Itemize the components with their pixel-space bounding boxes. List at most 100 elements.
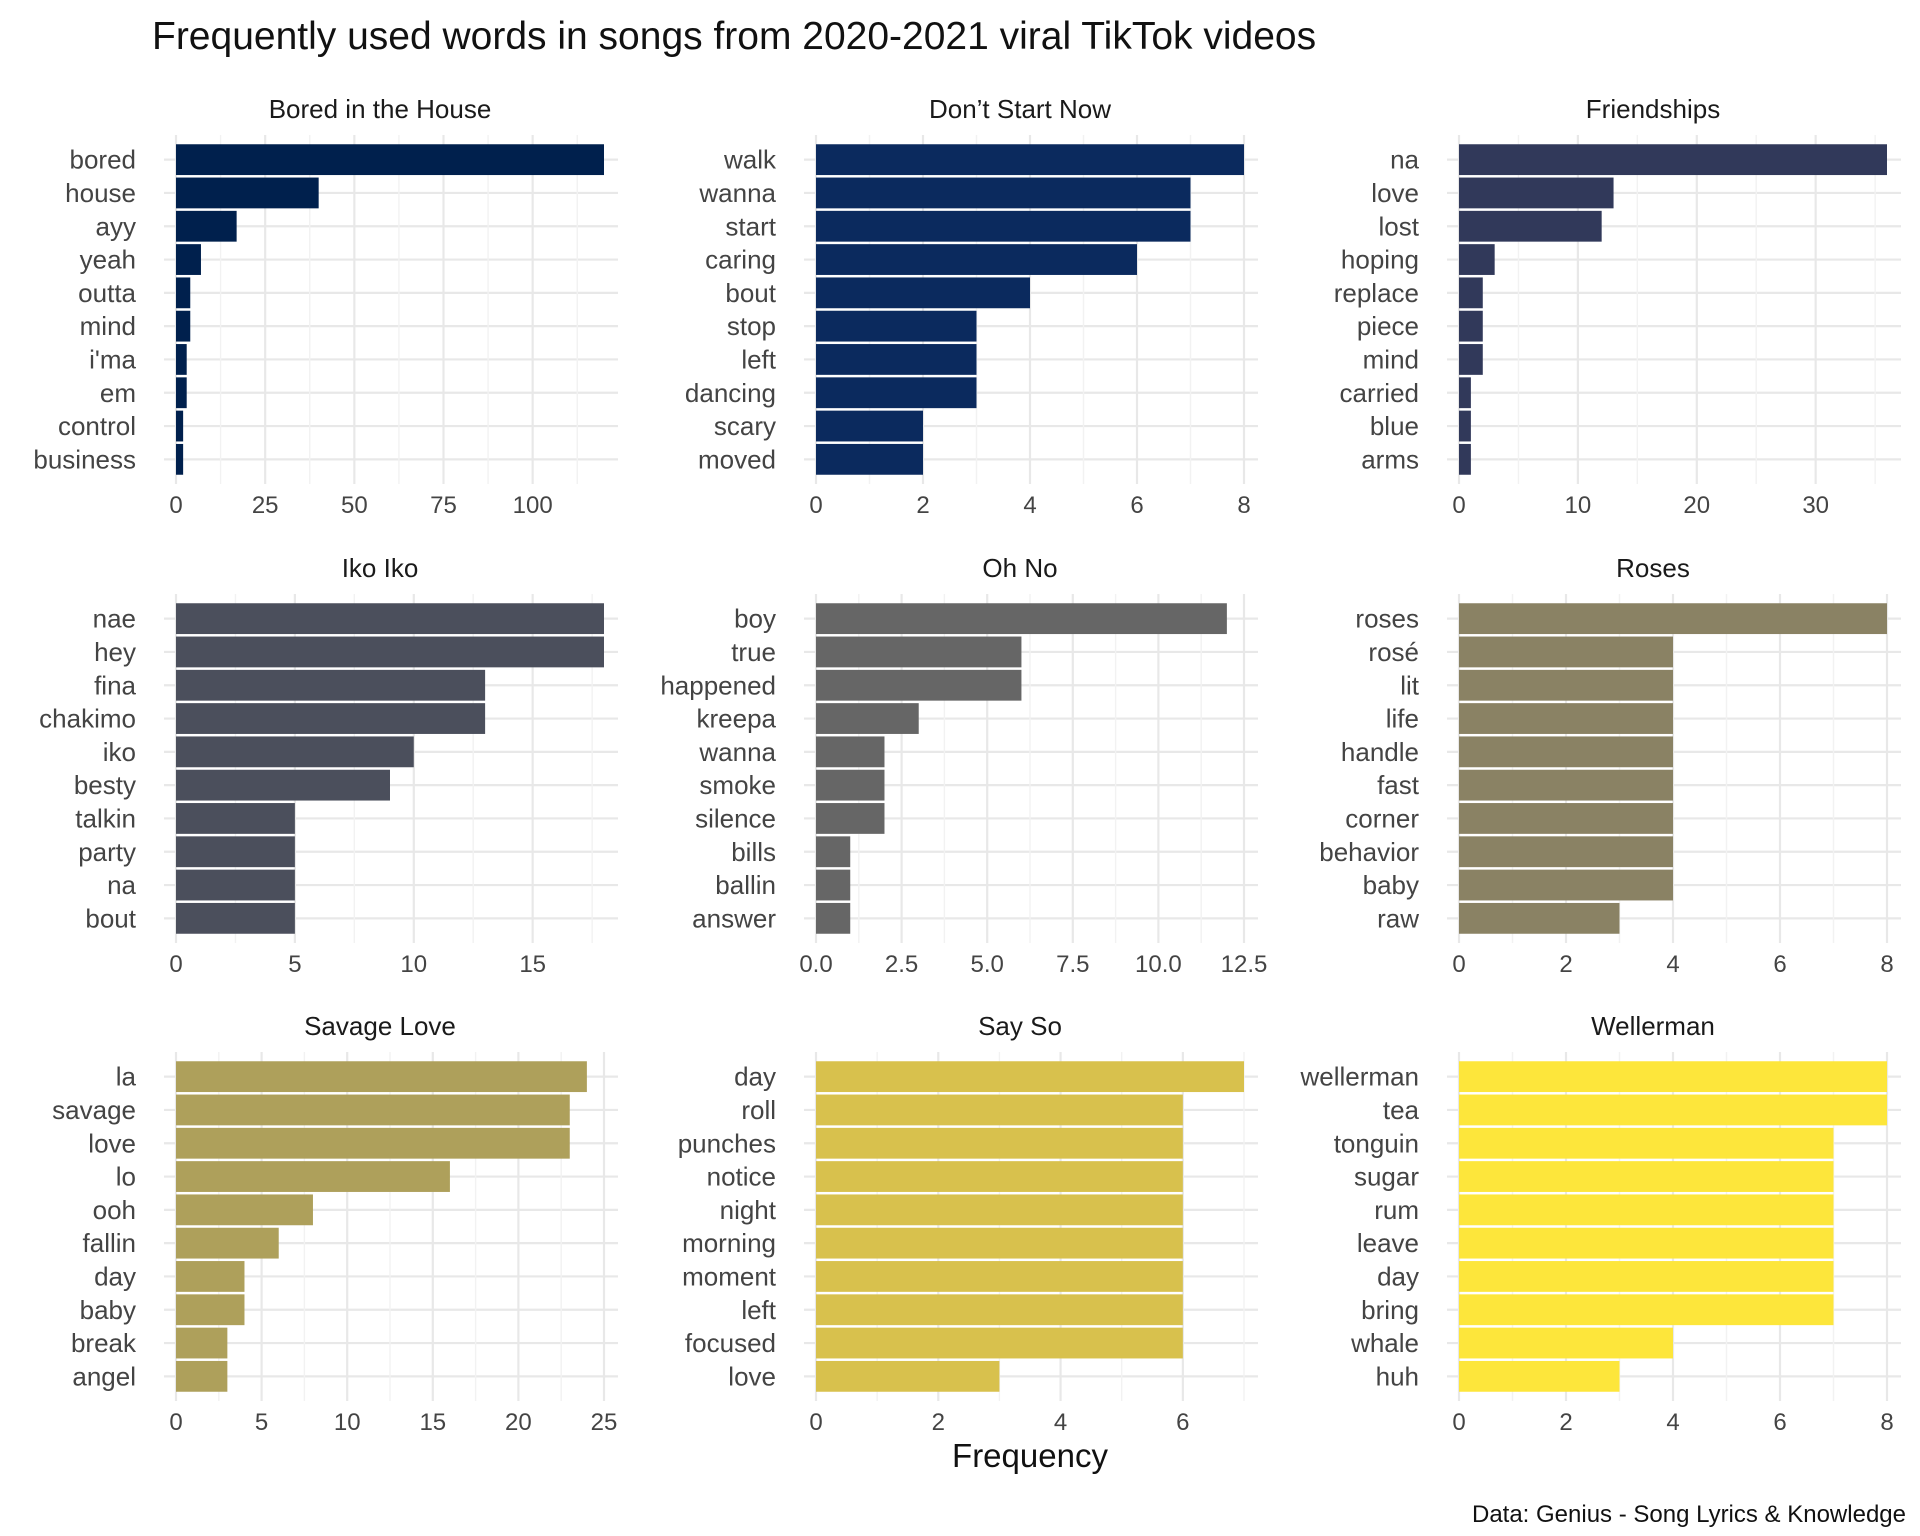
category-label: left	[741, 344, 776, 374]
x-tick-label: 8	[1237, 492, 1250, 519]
bar	[1459, 277, 1483, 309]
bar	[1459, 669, 1673, 701]
bar	[816, 836, 851, 868]
category-label: chakimo	[39, 704, 136, 734]
bar	[816, 1261, 1183, 1292]
bar	[1459, 1161, 1834, 1192]
category-label: tea	[1383, 1095, 1420, 1125]
bar	[176, 1327, 228, 1359]
x-tick-label: 2	[932, 1409, 945, 1436]
bar	[1459, 1261, 1834, 1292]
bar	[176, 803, 295, 834]
category-label: corner	[1345, 803, 1419, 833]
category-label: wanna	[698, 178, 776, 208]
x-tick-label: 4	[1054, 1409, 1067, 1436]
bar	[176, 603, 604, 635]
x-axis-title: Frequency	[952, 1437, 1108, 1474]
bar	[816, 277, 1030, 309]
bar	[1459, 210, 1602, 242]
bar	[176, 277, 191, 309]
category-label: baby	[1363, 870, 1419, 900]
bar	[816, 902, 851, 934]
category-label: smoke	[699, 770, 776, 800]
category-label: dancing	[685, 378, 776, 408]
panel-title: Oh No	[982, 553, 1057, 583]
bar	[816, 1227, 1183, 1259]
category-label: bills	[731, 837, 776, 867]
bar	[176, 869, 295, 901]
x-tick-label: 10	[400, 951, 427, 978]
bar	[176, 636, 604, 668]
bar	[176, 344, 187, 375]
category-label: mind	[80, 311, 136, 341]
x-tick-label: 4	[1666, 1409, 1679, 1436]
x-tick-label: 0	[169, 492, 182, 519]
category-label: love	[1371, 178, 1419, 208]
bar	[816, 1360, 1000, 1392]
bar	[176, 669, 486, 701]
category-label: answer	[692, 903, 776, 933]
bar	[816, 1127, 1183, 1159]
panel-title: Wellerman	[1591, 1011, 1715, 1041]
category-label: whale	[1350, 1328, 1419, 1358]
panel-title: Bored in the House	[269, 94, 492, 124]
bar	[1459, 1327, 1673, 1359]
bar	[816, 736, 885, 768]
category-label: break	[71, 1328, 137, 1358]
category-label: love	[88, 1128, 136, 1158]
bar	[176, 410, 184, 442]
category-label: left	[741, 1295, 776, 1325]
category-label: lost	[1379, 211, 1420, 241]
bar	[816, 210, 1191, 242]
bar	[816, 144, 1244, 176]
bar	[176, 736, 414, 768]
bar	[816, 769, 885, 801]
x-tick-label: 2	[1559, 1409, 1572, 1436]
category-label: business	[33, 444, 136, 474]
category-label: boy	[734, 604, 776, 634]
category-label: rosé	[1368, 637, 1419, 667]
bar	[1459, 144, 1887, 176]
category-label: ballin	[715, 870, 776, 900]
x-tick-label: 7.5	[1056, 951, 1089, 978]
bar	[816, 1294, 1183, 1326]
x-tick-label: 30	[1802, 492, 1829, 519]
category-label: lit	[1400, 670, 1420, 700]
x-tick-label: 8	[1880, 1409, 1893, 1436]
bar	[1459, 244, 1495, 275]
x-tick-label: 100	[513, 492, 553, 519]
x-tick-label: 5	[255, 1409, 268, 1436]
panel-title: Don’t Start Now	[929, 94, 1111, 124]
x-tick-label: 0	[1452, 951, 1465, 978]
bar	[176, 703, 486, 734]
category-label: day	[734, 1062, 776, 1092]
x-tick-label: 10	[1565, 492, 1592, 519]
x-tick-label: 0	[1452, 1409, 1465, 1436]
bar	[1459, 1294, 1834, 1326]
bar	[1459, 1061, 1887, 1093]
x-tick-label: 6	[1176, 1409, 1189, 1436]
bar	[1459, 177, 1614, 209]
category-label: besty	[74, 770, 136, 800]
bar	[816, 1194, 1183, 1226]
x-tick-label: 2	[1559, 951, 1572, 978]
x-tick-label: 6	[1773, 1409, 1786, 1436]
bar	[816, 1327, 1183, 1359]
category-label: ayy	[96, 211, 136, 241]
bar	[1459, 1227, 1834, 1259]
category-label: bring	[1361, 1295, 1419, 1325]
x-tick-label: 0	[809, 492, 822, 519]
x-tick-label: 0	[809, 1409, 822, 1436]
category-label: outta	[78, 278, 136, 308]
x-tick-label: 0	[169, 1409, 182, 1436]
facet-panel: Don’t Start Nowwalkwannastartcaringbouts…	[685, 94, 1258, 519]
category-label: ooh	[93, 1195, 136, 1225]
x-tick-label: 8	[1880, 951, 1893, 978]
category-label: arms	[1361, 444, 1419, 474]
